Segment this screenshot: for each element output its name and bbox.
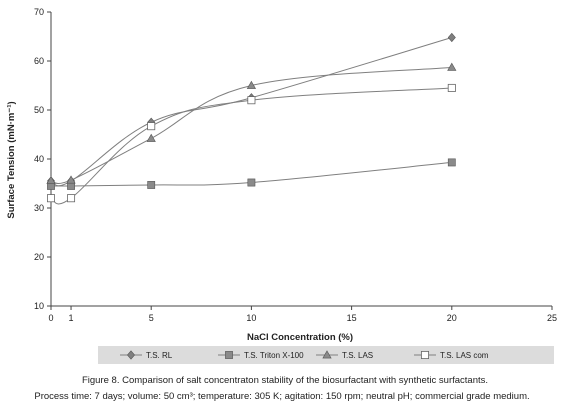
legend-item: T.S. LAS com	[414, 350, 489, 360]
x-tick-label: 5	[149, 313, 154, 323]
y-tick-label: 70	[34, 7, 44, 17]
legend-marker	[322, 350, 332, 359]
x-axis-title: NaCl Concentration (%)	[247, 332, 353, 343]
data-point	[246, 80, 257, 89]
data-point	[67, 194, 76, 203]
legend-label: T.S. LAS	[342, 351, 373, 360]
series-layer	[46, 32, 457, 205]
legend-item: T.S. LAS	[316, 350, 373, 360]
data-point	[247, 178, 256, 187]
y-tick-label: 10	[34, 301, 44, 311]
legend-marker	[420, 350, 429, 359]
data-point	[447, 32, 456, 43]
legend-marker	[127, 350, 135, 360]
data-point	[147, 181, 156, 189]
y-tick-label: 30	[34, 203, 44, 213]
y-tick-label: 50	[34, 105, 44, 115]
data-point	[66, 175, 76, 184]
series-4	[47, 83, 456, 205]
y-axis-title: Surface Tension (mN·m⁻¹)	[6, 101, 17, 218]
x-tick-label: 15	[347, 313, 357, 323]
x-tick-label: 20	[447, 313, 457, 323]
y-tick-label: 60	[34, 56, 44, 66]
legend-label: T.S. Triton X-100	[244, 351, 304, 360]
y-tick-label: 20	[34, 252, 44, 262]
y-tick-label: 40	[34, 154, 44, 164]
data-point	[46, 175, 56, 184]
data-point	[47, 194, 56, 203]
figure-caption-line-2: Process time: 7 days; volume: 50 cm³; te…	[34, 391, 529, 402]
legend-item: T.S. Triton X-100	[218, 351, 304, 360]
legend: T.S. RL T.S. Triton X-100 T.S. LAS T.S. LAS…	[120, 350, 489, 360]
data-point	[247, 96, 256, 105]
x-tick-label: 1	[69, 313, 74, 323]
figure-caption-line-1: Figure 8. Comparison of salt concentrato…	[82, 375, 488, 386]
data-point	[447, 62, 457, 71]
data-point	[147, 122, 156, 131]
x-tick-label: 10	[246, 313, 256, 323]
series-3	[46, 62, 457, 185]
legend-marker	[225, 351, 233, 359]
legend-item: T.S. RL	[120, 350, 173, 360]
x-tick-label: 0	[48, 313, 53, 323]
data-point	[447, 83, 456, 92]
legend-label: T.S. LAS com	[440, 351, 489, 360]
data-point	[447, 158, 456, 167]
data-point	[146, 133, 156, 142]
legend-label: T.S. RL	[146, 351, 173, 360]
x-tick-label: 25	[547, 313, 557, 323]
